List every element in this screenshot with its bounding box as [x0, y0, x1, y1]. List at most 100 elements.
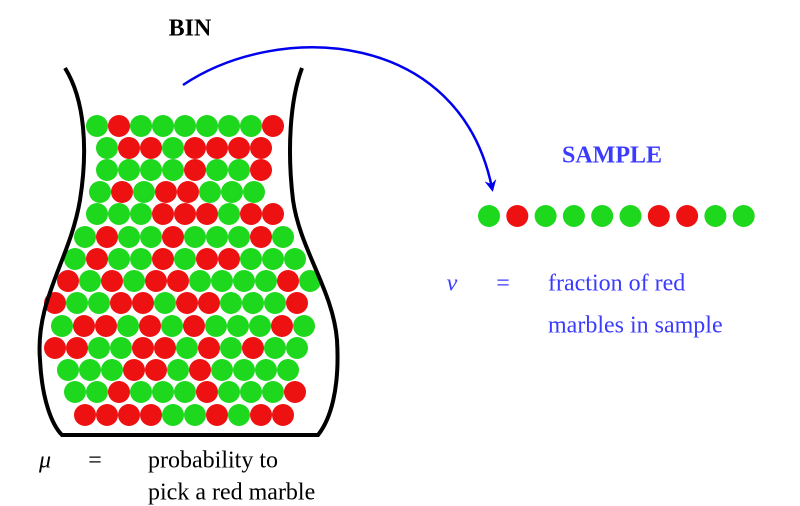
bin-marble [110, 292, 132, 314]
bin-marble [154, 292, 176, 314]
bin-marble [184, 226, 206, 248]
bin-marble [152, 115, 174, 137]
bin-marble [86, 381, 108, 403]
bin-marble [271, 315, 293, 337]
bin-marble [262, 381, 284, 403]
bin-marble [196, 248, 218, 270]
sample-marbles [478, 205, 755, 227]
bin-marble [123, 270, 145, 292]
bin-marble [272, 404, 294, 426]
sample-marble [506, 205, 528, 227]
bin-marble [130, 115, 152, 137]
mu-line: pick a red marble [148, 480, 315, 506]
bin-marble [218, 248, 240, 270]
sample-marble [620, 205, 642, 227]
bin-marble [183, 315, 205, 337]
bin-marble [206, 159, 228, 181]
bin-marble [205, 315, 227, 337]
bin-marble [162, 137, 184, 159]
sample-title: SAMPLE [562, 143, 662, 169]
bin-marble [96, 137, 118, 159]
bin-marble [174, 381, 196, 403]
bin-marble [108, 115, 130, 137]
bin-marble [44, 337, 66, 359]
bin-marble [184, 404, 206, 426]
bin-marble [57, 359, 79, 381]
bin-marble [227, 315, 249, 337]
bin-marble [101, 359, 123, 381]
bin-marble [189, 359, 211, 381]
bin-marble [139, 315, 161, 337]
mu-line: probability to [148, 448, 278, 474]
bin-marble [218, 381, 240, 403]
sample-marble [478, 205, 500, 227]
bin-marble [243, 181, 265, 203]
sample-marble [676, 205, 698, 227]
bin-marble [66, 337, 88, 359]
bin-marble [161, 315, 183, 337]
nu-line: marbles in sample [548, 313, 723, 339]
bin-marble [79, 270, 101, 292]
sample-marble [648, 205, 670, 227]
mu-symbol: μ [38, 448, 51, 474]
diagram: BIN SAMPLE ν = fraction of red marbles i… [0, 0, 800, 506]
bin-marble [140, 226, 162, 248]
bin-marble [176, 292, 198, 314]
bin-marble [199, 181, 221, 203]
sample-marble [704, 205, 726, 227]
bin-marble [250, 226, 272, 248]
bin-marble [101, 270, 123, 292]
bin-marble [111, 181, 133, 203]
bin-marble [262, 203, 284, 225]
bin-title: BIN [169, 16, 212, 42]
bin-marble [286, 292, 308, 314]
bin-marble [250, 137, 272, 159]
bin-marble [174, 203, 196, 225]
bin-marble [196, 203, 218, 225]
bin-marble [206, 137, 228, 159]
bin-marble [228, 226, 250, 248]
bin-marble [277, 270, 299, 292]
nu-equals: = [496, 271, 510, 297]
bin-marble [152, 248, 174, 270]
bin-marble [74, 226, 96, 248]
sample-marble [733, 205, 755, 227]
bin-marble [189, 270, 211, 292]
bin-marble [88, 337, 110, 359]
bin-marble [174, 115, 196, 137]
bin-marble [255, 270, 277, 292]
bin-marble [284, 248, 306, 270]
bin-marble [66, 292, 88, 314]
bin-marble [140, 404, 162, 426]
bin-marble [162, 404, 184, 426]
bin-marble [228, 159, 250, 181]
bin-marble [206, 404, 228, 426]
bin-marble [240, 115, 262, 137]
bin-marble [228, 404, 250, 426]
bin-marble [57, 270, 79, 292]
bin-marble [249, 315, 271, 337]
bin-marble [242, 292, 264, 314]
bin-marble [86, 248, 108, 270]
bin-marble [108, 381, 130, 403]
bin-marble [133, 181, 155, 203]
bin-marble [177, 181, 199, 203]
bin-marble [118, 226, 140, 248]
bin-marble [167, 270, 189, 292]
bin-marble [176, 337, 198, 359]
bin-marble [286, 337, 308, 359]
bin-marble [167, 359, 189, 381]
bin-marble [64, 381, 86, 403]
bin-marble [233, 270, 255, 292]
bin-marble [79, 359, 101, 381]
bin-marble [89, 181, 111, 203]
bin-marble [140, 159, 162, 181]
bin-marble [262, 248, 284, 270]
bin-marble [250, 404, 272, 426]
bin-marble [110, 337, 132, 359]
sample-marble [591, 205, 613, 227]
bin-marble [240, 248, 262, 270]
bin-marble [211, 270, 233, 292]
bin-marble [152, 381, 174, 403]
bin-marble [117, 315, 139, 337]
